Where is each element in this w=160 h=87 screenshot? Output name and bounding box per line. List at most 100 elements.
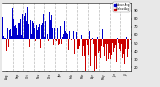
Bar — [117, 38, 118, 39]
Bar — [113, 39, 114, 52]
Bar — [111, 39, 112, 55]
Bar — [43, 14, 44, 39]
Bar — [6, 39, 7, 51]
Bar — [130, 39, 131, 40]
Bar — [90, 39, 91, 66]
Bar — [26, 21, 27, 39]
Bar — [3, 36, 4, 39]
Bar — [36, 25, 37, 39]
Bar — [39, 24, 40, 39]
Bar — [116, 39, 117, 62]
Bar — [89, 31, 90, 39]
Bar — [105, 39, 106, 44]
Bar — [96, 39, 97, 69]
Bar — [17, 35, 18, 39]
Bar — [106, 39, 107, 61]
Bar — [104, 39, 105, 56]
Bar — [35, 39, 36, 41]
Bar — [65, 31, 66, 39]
Bar — [53, 39, 54, 45]
Bar — [69, 31, 70, 39]
Bar — [7, 39, 8, 43]
Bar — [68, 39, 69, 57]
Bar — [38, 27, 39, 39]
Bar — [109, 39, 110, 53]
Bar — [74, 39, 75, 54]
Bar — [2, 27, 3, 39]
Bar — [44, 37, 45, 39]
Bar — [28, 23, 29, 39]
Bar — [118, 39, 119, 43]
Bar — [19, 23, 20, 39]
Bar — [32, 21, 33, 39]
Bar — [55, 39, 56, 40]
Bar — [27, 7, 28, 39]
Bar — [23, 38, 24, 39]
Bar — [10, 29, 11, 39]
Bar — [29, 39, 30, 47]
Bar — [92, 38, 93, 39]
Bar — [128, 39, 129, 41]
Bar — [85, 39, 86, 71]
Bar — [79, 39, 80, 46]
Bar — [51, 27, 52, 39]
Bar — [8, 14, 9, 39]
Bar — [4, 38, 5, 39]
Bar — [114, 39, 115, 48]
Bar — [93, 39, 94, 44]
Bar — [73, 31, 74, 39]
Bar — [59, 39, 60, 44]
Bar — [71, 39, 72, 40]
Bar — [103, 39, 104, 47]
Bar — [16, 28, 17, 39]
Bar — [20, 19, 21, 39]
Bar — [40, 39, 41, 48]
Bar — [12, 8, 13, 39]
Bar — [126, 37, 127, 39]
Bar — [76, 32, 77, 39]
Bar — [84, 25, 85, 39]
Bar — [24, 10, 25, 39]
Bar — [108, 39, 109, 59]
Bar — [49, 12, 50, 39]
Bar — [78, 39, 79, 49]
Bar — [34, 28, 35, 39]
Bar — [62, 39, 63, 45]
Bar — [112, 39, 113, 43]
Bar — [1, 29, 2, 39]
Bar — [61, 39, 62, 44]
Bar — [83, 39, 84, 57]
Bar — [13, 19, 14, 39]
Bar — [122, 39, 123, 58]
Bar — [37, 30, 38, 39]
Bar — [100, 39, 101, 58]
Bar — [124, 39, 125, 64]
Bar — [88, 39, 89, 55]
Bar — [94, 39, 95, 71]
Bar — [110, 39, 111, 59]
Bar — [56, 39, 57, 41]
Bar — [18, 23, 19, 39]
Bar — [87, 39, 88, 45]
Bar — [127, 39, 128, 46]
Bar — [102, 29, 103, 39]
Bar — [91, 39, 92, 40]
Bar — [5, 38, 6, 39]
Bar — [98, 39, 99, 53]
Bar — [119, 39, 120, 49]
Bar — [50, 20, 51, 39]
Bar — [47, 34, 48, 39]
Bar — [54, 28, 55, 39]
Bar — [67, 31, 68, 39]
Bar — [107, 39, 108, 44]
Bar — [33, 23, 34, 39]
Bar — [125, 39, 126, 49]
Bar — [48, 39, 49, 41]
Bar — [58, 39, 59, 45]
Bar — [60, 26, 61, 39]
Bar — [115, 39, 116, 45]
Bar — [77, 39, 78, 49]
Bar — [81, 35, 82, 39]
Bar — [97, 37, 98, 39]
Bar — [11, 36, 12, 39]
